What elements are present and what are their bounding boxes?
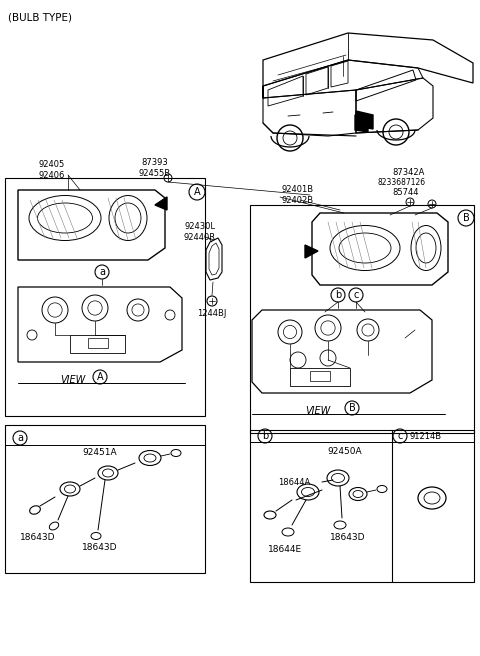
Text: a: a — [17, 433, 23, 443]
Text: B: B — [463, 213, 469, 223]
Text: c: c — [353, 290, 359, 300]
Text: 85744: 85744 — [392, 188, 419, 197]
Bar — [250, 430, 474, 582]
Text: VIEW: VIEW — [60, 375, 85, 385]
Polygon shape — [155, 197, 167, 210]
Text: 91214B: 91214B — [410, 432, 442, 441]
Bar — [88, 338, 108, 348]
Text: 92451A: 92451A — [83, 448, 117, 457]
Text: A: A — [194, 187, 200, 197]
Text: 92405
92406: 92405 92406 — [39, 160, 65, 180]
Polygon shape — [305, 245, 318, 258]
Text: 18644E: 18644E — [268, 545, 302, 554]
Text: A: A — [96, 372, 103, 382]
Text: 92401B
92402B: 92401B 92402B — [282, 185, 314, 205]
Bar — [290, 368, 350, 386]
Text: 87393
92455B: 87393 92455B — [139, 158, 171, 178]
Bar — [5, 178, 205, 416]
Text: 1244BJ: 1244BJ — [197, 309, 227, 318]
Text: 8233687126: 8233687126 — [378, 178, 426, 187]
Text: a: a — [99, 267, 105, 277]
Text: 92450A: 92450A — [328, 447, 362, 456]
Text: b: b — [335, 290, 341, 300]
Text: B: B — [348, 403, 355, 413]
Bar — [250, 205, 474, 433]
Text: VIEW: VIEW — [305, 406, 330, 416]
Bar — [70, 335, 125, 353]
Text: 18643D: 18643D — [82, 543, 118, 552]
Text: 87342A: 87342A — [392, 168, 424, 177]
Text: b: b — [262, 431, 268, 441]
Bar — [310, 371, 330, 381]
Text: 92430L
92440R: 92430L 92440R — [184, 222, 216, 242]
Text: (BULB TYPE): (BULB TYPE) — [8, 12, 72, 22]
Text: 18643D: 18643D — [20, 533, 56, 542]
Text: 18643D: 18643D — [330, 533, 366, 542]
Text: 18644A: 18644A — [278, 478, 310, 487]
Bar — [5, 425, 205, 573]
Text: c: c — [397, 431, 403, 441]
Polygon shape — [356, 111, 373, 129]
Polygon shape — [355, 115, 368, 132]
